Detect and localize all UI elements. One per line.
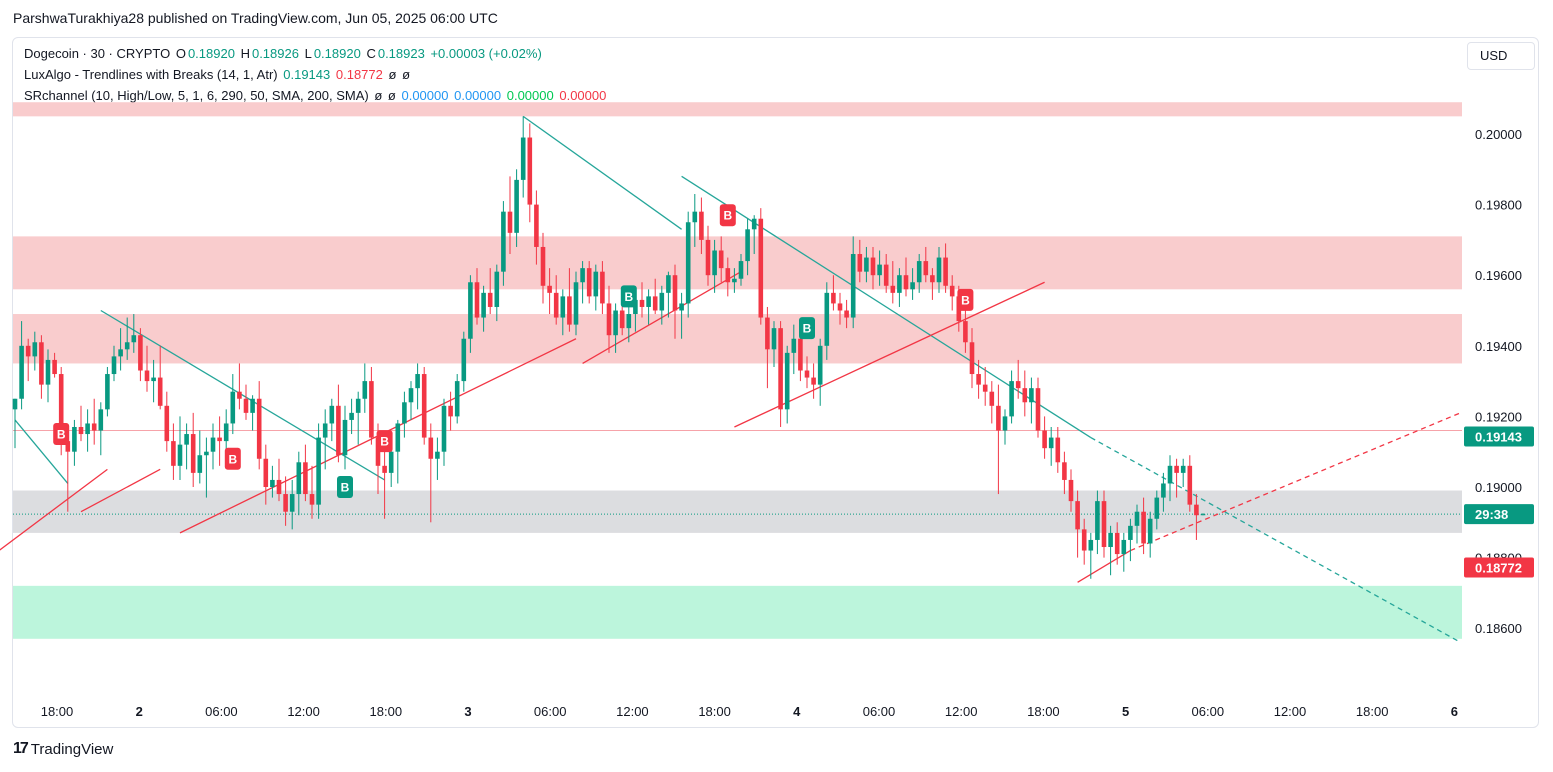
close-value: 0.18923 — [377, 46, 425, 61]
indicator-name-srchannel[interactable]: SRchannel (10, High/Low, 5, 1, 6, 290, 5… — [24, 88, 369, 103]
brand-name: TradingView — [30, 740, 114, 758]
high-label: H — [240, 46, 250, 61]
legend-main-series: Dogecoin · 30 · CRYPTO O 0.18920 H 0.18926… — [24, 46, 544, 61]
indicator-name-luxalgo[interactable]: LuxAlgo - Trendlines with Breaks (14, 1,… — [24, 67, 278, 82]
low-value: 0.18920 — [313, 46, 361, 61]
currency-button[interactable]: USD — [1467, 42, 1535, 70]
legend-srchannel-indicator: SRchannel (10, High/Low, 5, 1, 6, 290, 5… — [24, 88, 608, 103]
srchannel-value-1: 0.00000 — [401, 88, 449, 103]
legend-luxalgo-indicator: LuxAlgo - Trendlines with Breaks (14, 1,… — [24, 67, 412, 82]
close-label: C — [366, 46, 376, 61]
srchannel-value-na-2: ø — [387, 88, 396, 103]
luxalgo-value-na-2: ø — [402, 67, 411, 82]
luxalgo-value-lower: 0.18772 — [335, 67, 383, 82]
srchannel-value-3: 0.00000 — [506, 88, 554, 103]
low-label: L — [304, 46, 312, 61]
luxalgo-value-upper: 0.19143 — [283, 67, 331, 82]
luxalgo-value-na-1: ø — [388, 67, 397, 82]
change-value: +0.00003 (+0.02%) — [430, 46, 542, 61]
chart-frame — [12, 37, 1539, 728]
srchannel-value-4: 0.00000 — [559, 88, 607, 103]
open-value: 0.18920 — [187, 46, 235, 61]
high-value: 0.18926 — [251, 46, 299, 61]
tradingview-logo-icon: 17 — [13, 740, 29, 757]
srchannel-value-na-1: ø — [374, 88, 383, 103]
published-caption: ParshwaTurakhiya28 published on TradingV… — [13, 10, 498, 26]
symbol-label[interactable]: Dogecoin · 30 · CRYPTO — [24, 46, 171, 61]
tradingview-logo[interactable]: 17 TradingView — [13, 740, 113, 758]
open-label: O — [175, 46, 186, 61]
srchannel-value-2: 0.00000 — [454, 88, 502, 103]
